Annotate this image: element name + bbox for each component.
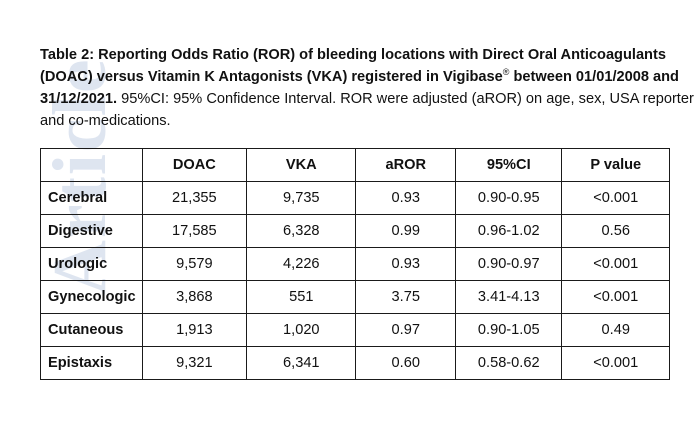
header-p-value: P value <box>561 148 670 182</box>
table-header-row: DOAC VKA aROR 95%CI P value <box>40 148 670 182</box>
table-row: Digestive 17,585 6,328 0.99 0.96-1.02 0.… <box>40 214 670 248</box>
registered-mark: ® <box>502 67 510 77</box>
vka-cell: 4,226 <box>246 247 357 281</box>
p-value-cell: <0.001 <box>561 346 670 380</box>
p-value-cell: <0.001 <box>561 181 670 215</box>
row-label: Epistaxis <box>40 346 143 380</box>
aror-cell: 3.75 <box>355 280 456 314</box>
table-row: Gynecologic 3,868 551 3.75 3.41-4.13 <0.… <box>40 280 670 314</box>
aror-cell: 0.93 <box>355 181 456 215</box>
p-value-cell: <0.001 <box>561 280 670 314</box>
p-value-cell: 0.49 <box>561 313 670 347</box>
doac-cell: 9,321 <box>141 346 248 380</box>
row-label: Cutaneous <box>40 313 143 347</box>
ci-cell: 3.41-4.13 <box>454 280 563 314</box>
p-value-cell: 0.56 <box>561 214 670 248</box>
table-row: Urologic 9,579 4,226 0.93 0.90-0.97 <0.0… <box>40 247 670 281</box>
header-doac: DOAC <box>141 148 248 182</box>
caption-date-range: between 01/01/2008 and 31/12/2021. <box>40 69 679 107</box>
header-aror: aROR <box>355 148 456 182</box>
table-row: Cerebral 21,355 9,735 0.93 0.90-0.95 <0.… <box>40 181 670 215</box>
doac-cell: 1,913 <box>141 313 248 347</box>
table-caption: Table 2: Reporting Odds Ratio (ROR) of b… <box>40 44 695 132</box>
table-row: Epistaxis 9,321 6,341 0.60 0.58-0.62 <0.… <box>40 346 670 380</box>
header-95ci: 95%CI <box>454 148 563 182</box>
vka-cell: 1,020 <box>246 313 357 347</box>
table-row: Cutaneous 1,913 1,020 0.97 0.90-1.05 0.4… <box>40 313 670 347</box>
doac-cell: 21,355 <box>141 181 248 215</box>
doac-cell: 9,579 <box>141 247 248 281</box>
header-empty <box>40 148 143 182</box>
header-vka: VKA <box>246 148 357 182</box>
ci-cell: 0.90-0.95 <box>454 181 563 215</box>
vka-cell: 9,735 <box>246 181 357 215</box>
caption-note: 95%CI: 95% Confidence Interval. ROR were… <box>40 91 694 129</box>
row-label: Urologic <box>40 247 143 281</box>
row-label: Gynecologic <box>40 280 143 314</box>
aror-cell: 0.60 <box>355 346 456 380</box>
aror-cell: 0.93 <box>355 247 456 281</box>
row-label: Cerebral <box>40 181 143 215</box>
ci-cell: 0.90-0.97 <box>454 247 563 281</box>
vka-cell: 6,328 <box>246 214 357 248</box>
caption-title: Table 2: Reporting Odds Ratio (ROR) of b… <box>40 47 666 85</box>
ror-table: DOAC VKA aROR 95%CI P value Cerebral 21,… <box>40 148 670 380</box>
p-value-cell: <0.001 <box>561 247 670 281</box>
row-label: Digestive <box>40 214 143 248</box>
ci-cell: 0.58-0.62 <box>454 346 563 380</box>
aror-cell: 0.99 <box>355 214 456 248</box>
vka-cell: 551 <box>246 280 357 314</box>
doac-cell: 17,585 <box>141 214 248 248</box>
vka-cell: 6,341 <box>246 346 357 380</box>
ci-cell: 0.96-1.02 <box>454 214 563 248</box>
doac-cell: 3,868 <box>141 280 248 314</box>
aror-cell: 0.97 <box>355 313 456 347</box>
ci-cell: 0.90-1.05 <box>454 313 563 347</box>
